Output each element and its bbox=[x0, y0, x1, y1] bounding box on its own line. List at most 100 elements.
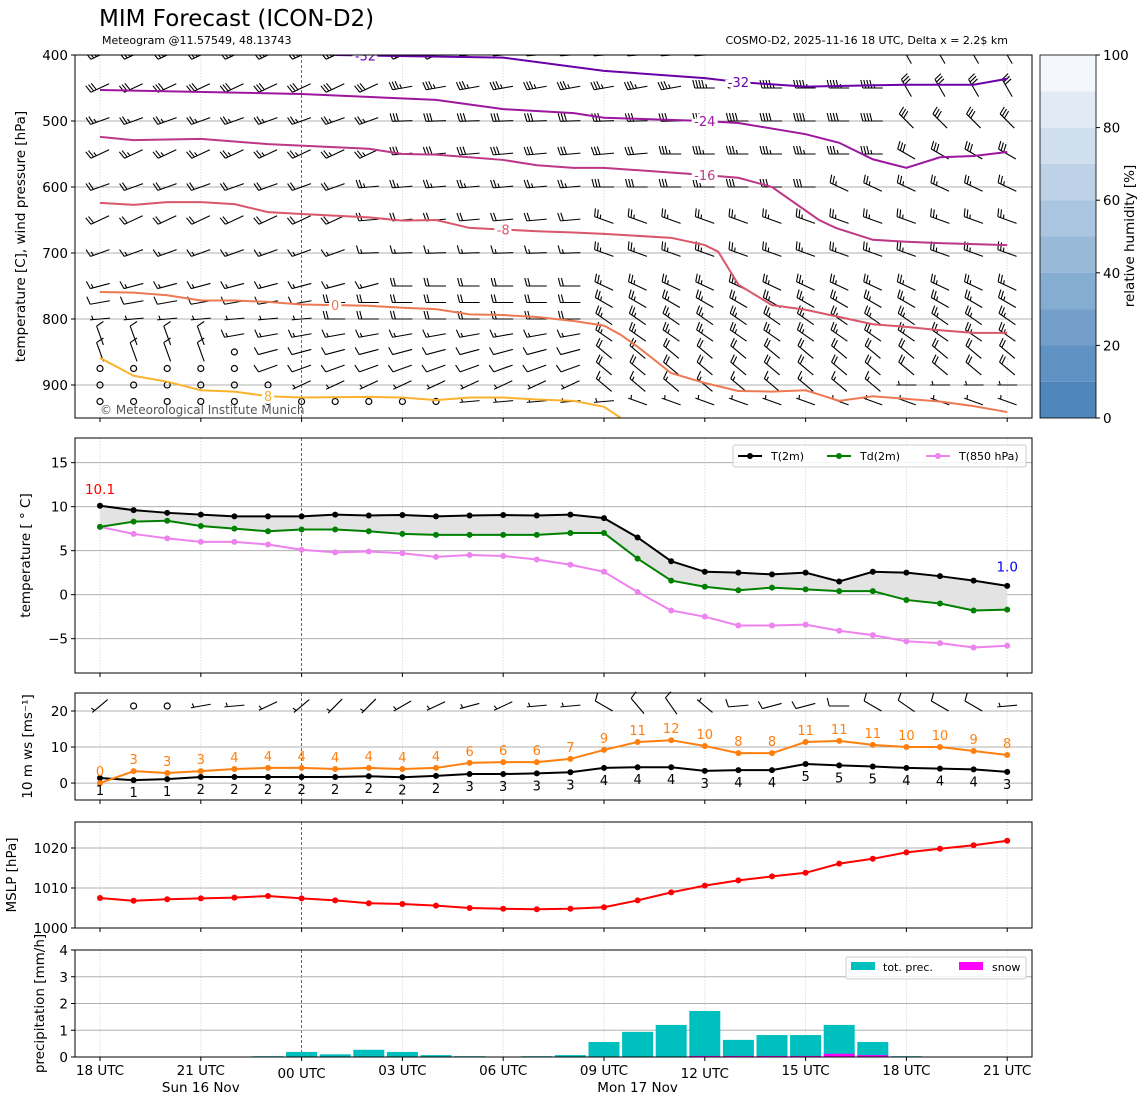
wind-barb-icon bbox=[829, 174, 849, 192]
mslp-point bbox=[365, 900, 372, 907]
precip-bar bbox=[790, 1035, 822, 1057]
mslp-point bbox=[668, 889, 675, 896]
snow-bar bbox=[756, 1055, 788, 1057]
wind-barb-icon bbox=[253, 182, 278, 191]
mean-wind-point bbox=[332, 773, 339, 780]
wind-barb-icon bbox=[864, 321, 882, 342]
wind-barb-icon bbox=[931, 354, 949, 376]
wind-barb-icon bbox=[288, 55, 303, 60]
mslp-line bbox=[99, 839, 1008, 911]
legend-label: tot. prec. bbox=[883, 961, 933, 974]
gust-value-label: 11 bbox=[629, 724, 646, 739]
isotherm-label: 0 bbox=[331, 299, 339, 314]
wind-barb-icon bbox=[287, 182, 312, 191]
wind-barb-icon bbox=[763, 305, 781, 326]
wind-barb-icon bbox=[423, 277, 446, 287]
gust-point bbox=[332, 766, 339, 773]
t2m-point bbox=[634, 534, 641, 541]
wind-barb-icon bbox=[964, 140, 983, 160]
gust-point bbox=[869, 741, 876, 748]
y-tick-label: 1000 bbox=[34, 921, 68, 937]
wind-barb-icon bbox=[292, 380, 311, 390]
mean-wind-point bbox=[769, 767, 775, 774]
wind-barb-icon bbox=[662, 305, 680, 326]
t850-point bbox=[500, 552, 507, 559]
wind-barb-icon bbox=[523, 113, 547, 122]
wind-barb-icon bbox=[930, 208, 950, 224]
wind-barb-icon bbox=[291, 315, 312, 321]
td2m-point bbox=[937, 600, 943, 607]
wind-barb-icon bbox=[287, 329, 312, 338]
wind-barb-icon bbox=[85, 281, 110, 290]
t2m-point bbox=[399, 512, 406, 519]
wind-barb-icon bbox=[864, 337, 881, 359]
calm-wind-icon bbox=[96, 364, 104, 373]
wind-barb-icon bbox=[354, 82, 379, 93]
wind-barb-icon bbox=[931, 337, 949, 359]
wind-barb-icon bbox=[797, 370, 814, 392]
t850-point bbox=[533, 556, 540, 563]
precip-bar bbox=[655, 1024, 687, 1057]
wind-barb-icon bbox=[456, 146, 480, 156]
wind-barb-icon bbox=[287, 116, 312, 125]
temperature-legend: T(2m) Td(2m) T(850 hPa) bbox=[732, 444, 1027, 468]
gust-point bbox=[466, 759, 473, 766]
wind-barb-icon bbox=[590, 80, 614, 91]
wind-barb-icon bbox=[896, 208, 916, 224]
wind-barb-icon bbox=[490, 179, 514, 189]
mean-wind-value-label: 4 bbox=[633, 773, 641, 788]
mean-wind-point bbox=[1004, 768, 1011, 775]
isotherm-label: -8 bbox=[497, 224, 510, 239]
wind-barb-icon bbox=[695, 394, 715, 406]
wind-barb-icon bbox=[931, 305, 949, 326]
t850-point bbox=[365, 548, 372, 555]
wind-barb-icon bbox=[152, 215, 177, 225]
colorbar-band bbox=[1040, 272, 1096, 310]
wind-barb-icon bbox=[152, 149, 177, 159]
copyright-notice: © Meteorological Institute Munich bbox=[100, 403, 304, 417]
wind-barb-icon bbox=[220, 329, 245, 338]
mslp-point bbox=[567, 905, 574, 912]
wind-barb-icon bbox=[863, 273, 883, 291]
plot-frame bbox=[74, 692, 1033, 801]
gust-point bbox=[164, 769, 171, 776]
precip-bar bbox=[319, 1054, 351, 1057]
wind-barb-icon bbox=[595, 321, 613, 342]
wind-barb-icon bbox=[763, 370, 781, 392]
wind-barb-icon bbox=[999, 337, 1016, 359]
wind-barb-icon bbox=[286, 215, 311, 225]
wind-barb-icon bbox=[493, 380, 513, 390]
gust-value-label: 4 bbox=[230, 751, 238, 766]
mslp-point bbox=[701, 882, 708, 889]
td2m-point bbox=[466, 531, 473, 538]
x-tick-label: 06 UTC bbox=[479, 1063, 527, 1079]
wind-barb-icon bbox=[460, 380, 479, 390]
y-tick-label: 2 bbox=[59, 997, 68, 1013]
wind-barb-icon bbox=[595, 354, 613, 376]
wind-barb-icon bbox=[522, 347, 547, 356]
gust-value-label: 4 bbox=[297, 750, 305, 765]
gust-point bbox=[668, 737, 675, 744]
mean-wind-value-label: 4 bbox=[768, 776, 776, 791]
gust-value-label: 4 bbox=[365, 750, 373, 765]
t2m-point bbox=[903, 569, 910, 576]
wind-barb-icon bbox=[831, 337, 848, 359]
wind-barb-icon bbox=[389, 294, 413, 304]
wind-barb-icon bbox=[457, 277, 480, 287]
t850-point bbox=[265, 541, 271, 548]
td2m-point bbox=[399, 530, 406, 537]
mean-wind-value-label: 3 bbox=[465, 780, 473, 795]
wind-barb-icon bbox=[85, 249, 110, 257]
wind-barb-icon bbox=[321, 329, 346, 338]
t2m-point bbox=[164, 509, 171, 516]
wind-barb-icon bbox=[221, 55, 236, 60]
wind-barb-icon bbox=[896, 241, 916, 257]
mean-wind-value-label: 2 bbox=[197, 783, 205, 798]
mean-wind-value-label: 5 bbox=[835, 771, 843, 786]
mean-wind-point bbox=[433, 772, 439, 779]
wind-barb-icon bbox=[661, 208, 681, 224]
colorbar-band bbox=[1040, 309, 1096, 346]
colorbar-tick-label: 0 bbox=[1103, 411, 1112, 427]
wind-barb-icon bbox=[694, 208, 715, 224]
gust-point bbox=[433, 764, 439, 771]
